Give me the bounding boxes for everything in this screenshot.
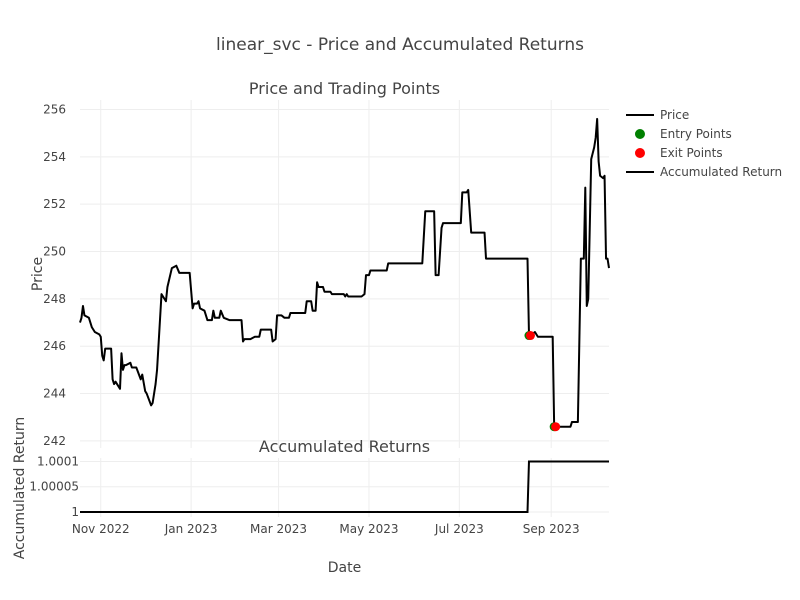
returns-y-ticks: 1 1.00005 1.0001 [29, 455, 79, 519]
price-line [79, 117, 610, 428]
x-tick-label: Nov 2022 [72, 522, 130, 536]
x-ticks: Nov 2022 Jan 2023 Mar 2023 May 2023 Jul 2023… [72, 522, 580, 536]
returns-panel: Accumulated Returns 1 1.00005 1.0001 Accum… [12, 417, 609, 576]
price-y-tick-label: 250 [43, 245, 66, 259]
price-y-tick-label: 248 [43, 292, 66, 306]
price-y-tick-label: 244 [43, 387, 66, 401]
accumulated-return-line [80, 460, 609, 513]
price-y-tick-label: 242 [43, 434, 66, 448]
returns-series [80, 460, 609, 513]
price-y-ticks: 242 244 246 248 250 252 254 256 [43, 102, 66, 447]
returns-y-axis-title: Accumulated Return [12, 417, 28, 559]
x-tick-label: Sep 2023 [523, 522, 580, 536]
price-y-tick-label: 256 [43, 102, 66, 116]
legend-label: Accumulated Return [660, 165, 782, 179]
returns-panel-title: Accumulated Returns [259, 437, 430, 456]
exit-point-marker [551, 422, 561, 432]
x-tick-label: Jan 2023 [164, 522, 218, 536]
legend-label: Exit Points [660, 146, 723, 160]
price-y-tick-label: 254 [43, 150, 66, 164]
price-series [79, 117, 610, 432]
returns-y-tick-label: 1 [71, 505, 79, 519]
price-y-axis-title: Price [30, 257, 46, 291]
exit-point-marker [525, 331, 535, 341]
returns-y-tick-label: 1.0001 [37, 455, 79, 469]
legend-marker-swatch [635, 129, 645, 139]
price-y-tick-label: 246 [43, 339, 66, 353]
legend: Price Entry Points Exit Points Accumulated … [626, 108, 782, 179]
price-gridlines [80, 100, 609, 448]
price-y-tick-label: 252 [43, 197, 66, 211]
x-tick-label: Mar 2023 [250, 522, 307, 536]
x-tick-label: May 2023 [339, 522, 398, 536]
legend-label: Entry Points [660, 127, 732, 141]
legend-marker-swatch [635, 148, 645, 158]
x-axis-title: Date [328, 560, 361, 576]
price-panel: Price and Trading Points 242 244 246 248 250… [30, 79, 610, 448]
returns-y-tick-label: 1.00005 [29, 480, 79, 494]
price-panel-title: Price and Trading Points [249, 79, 440, 98]
x-tick-label: Jul 2023 [434, 522, 484, 536]
figure-title: linear_svc - Price and Accumulated Retur… [216, 35, 584, 55]
legend-label: Price [660, 108, 689, 122]
